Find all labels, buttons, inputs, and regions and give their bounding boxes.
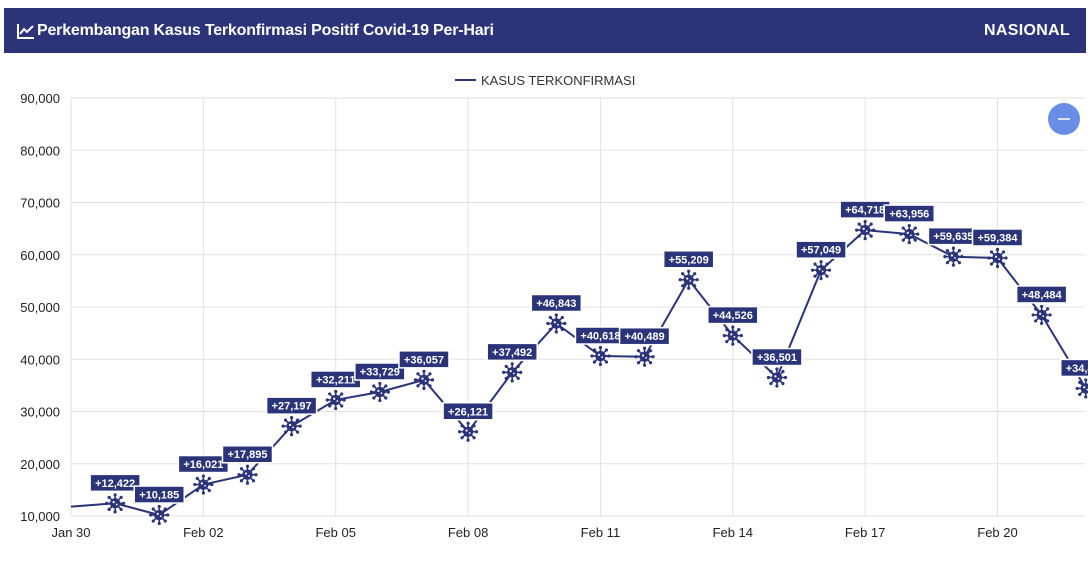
header-left: Perkembangan Kasus Terkonfirmasi Positif… <box>17 22 494 40</box>
data-label: +46,843 <box>530 293 583 313</box>
y-tick-label: 10,000 <box>20 509 60 524</box>
data-label: +55,209 <box>662 250 715 269</box>
virus-icon[interactable] <box>810 260 832 281</box>
svg-text:+55,209: +55,209 <box>669 254 709 266</box>
x-tick-label: Feb 14 <box>713 525 753 540</box>
svg-text:+37,492: +37,492 <box>492 347 532 359</box>
x-tick-label: Feb 11 <box>581 525 621 540</box>
data-label: +12,422 <box>89 473 141 493</box>
data-label: +34,418 <box>1060 358 1088 378</box>
virus-icon[interactable] <box>899 223 920 245</box>
virus-icon[interactable] <box>325 389 346 411</box>
virus-icon[interactable] <box>943 246 964 267</box>
virus-icon[interactable] <box>413 369 435 390</box>
data-label: +57,049 <box>795 240 847 259</box>
virus-icon[interactable] <box>634 346 655 367</box>
y-tick-label: 70,000 <box>20 196 60 211</box>
y-tick-label: 40,000 <box>20 352 60 367</box>
virus-icon[interactable] <box>590 345 611 367</box>
data-label: +16,021 <box>177 454 230 474</box>
legend-label: KASUS TERKONFIRMASI <box>481 73 635 88</box>
svg-text:+26,121: +26,121 <box>448 406 488 418</box>
svg-text:+32,211: +32,211 <box>316 374 355 386</box>
x-tick-label: Feb 20 <box>977 525 1017 540</box>
virus-icon[interactable] <box>1031 304 1052 326</box>
virus-icon[interactable] <box>502 362 523 383</box>
virus-icon[interactable] <box>678 269 699 290</box>
x-tick-label: Feb 08 <box>448 525 488 540</box>
zoom-out-button[interactable] <box>1048 103 1080 135</box>
axes: 10,000 20,000 30,000 40,000 50,000 60,000 70,0… <box>20 91 1018 540</box>
data-label: +32,211 <box>309 370 362 389</box>
y-tick-label: 90,000 <box>20 91 60 106</box>
virus-icon[interactable] <box>281 416 302 437</box>
svg-text:+46,843: +46,843 <box>536 298 576 310</box>
svg-text:+34,418: +34,418 <box>1066 363 1088 375</box>
svg-text:+40,618: +40,618 <box>580 331 620 343</box>
svg-text:+59,384: +59,384 <box>977 232 1018 244</box>
svg-text:+63,956: +63,956 <box>889 209 929 221</box>
data-label: +36,057 <box>398 350 450 369</box>
data-label: +17,895 <box>221 444 274 464</box>
data-label: +37,492 <box>486 342 538 362</box>
virus-icon[interactable] <box>105 493 126 514</box>
svg-text:+10,185: +10,185 <box>139 490 179 502</box>
svg-text:+57,049: +57,049 <box>801 245 841 257</box>
svg-text:+16,021: +16,021 <box>183 459 223 471</box>
virus-icon[interactable] <box>546 313 567 334</box>
data-label: +63,956 <box>883 204 936 223</box>
svg-text:+48,484: +48,484 <box>1022 289 1063 301</box>
svg-text:+36,501: +36,501 <box>757 352 797 364</box>
line-chart-icon <box>17 23 34 39</box>
svg-text:+59,635: +59,635 <box>933 231 973 243</box>
markers <box>105 219 1088 526</box>
data-label: +44,526 <box>707 305 759 325</box>
y-tick-label: 30,000 <box>20 405 60 420</box>
data-label: +36,501 <box>751 347 803 367</box>
data-label: +10,185 <box>133 485 185 504</box>
virus-icon[interactable] <box>722 325 743 346</box>
svg-text:+12,422: +12,422 <box>95 478 135 490</box>
svg-text:+44,526: +44,526 <box>713 310 753 322</box>
virus-icon[interactable] <box>1075 378 1088 399</box>
data-label: +59,635 <box>927 226 980 246</box>
virus-icon[interactable] <box>855 219 876 241</box>
legend: KASUS TERKONFIRMASI <box>455 73 635 88</box>
virus-icon[interactable] <box>766 367 788 388</box>
data-label: +33,729 <box>354 362 406 381</box>
data-label: +26,121 <box>442 402 494 421</box>
virus-icon[interactable] <box>987 247 1008 269</box>
y-tick-label: 20,000 <box>20 457 60 472</box>
y-tick-label: 80,000 <box>20 143 60 158</box>
virus-icon[interactable] <box>149 504 170 526</box>
scope-label: NASIONAL <box>984 21 1070 39</box>
svg-text:+40,489: +40,489 <box>625 331 665 343</box>
svg-text:+27,197: +27,197 <box>272 401 312 413</box>
x-tick-label: Feb 05 <box>315 525 355 540</box>
x-tick-label: Feb 02 <box>183 525 223 540</box>
y-tick-label: 60,000 <box>20 248 60 263</box>
data-label: +59,384 <box>971 228 1024 247</box>
y-tick-label: 50,000 <box>20 300 60 315</box>
data-label: +27,197 <box>265 396 318 415</box>
chart-title: Perkembangan Kasus Terkonfirmasi Positif… <box>37 21 494 39</box>
x-tick-label: Feb 17 <box>845 525 885 540</box>
data-label: +40,618 <box>574 326 627 345</box>
data-labels: +12,422 +10,185 +16,021 +17,895 +27,197 +32,2… <box>89 200 1088 504</box>
x-tick-label: Jan 30 <box>51 525 90 540</box>
data-label: +40,489 <box>618 326 671 346</box>
svg-text:+17,895: +17,895 <box>227 449 267 461</box>
line-chart: 10,000 20,000 30,000 40,000 50,000 60,000 70,0… <box>20 73 1088 540</box>
data-label: +64,718 <box>839 200 891 219</box>
data-label: +48,484 <box>1015 285 1068 304</box>
svg-text:+64,718: +64,718 <box>845 205 885 217</box>
svg-text:+36,057: +36,057 <box>404 354 444 366</box>
svg-text:+33,729: +33,729 <box>360 367 400 379</box>
virus-icon[interactable] <box>457 421 479 442</box>
chart-header: Perkembangan Kasus Terkonfirmasi Positif… <box>4 8 1086 53</box>
virus-icon[interactable] <box>193 474 214 495</box>
virus-icon[interactable] <box>369 381 390 403</box>
virus-icon[interactable] <box>237 464 258 485</box>
